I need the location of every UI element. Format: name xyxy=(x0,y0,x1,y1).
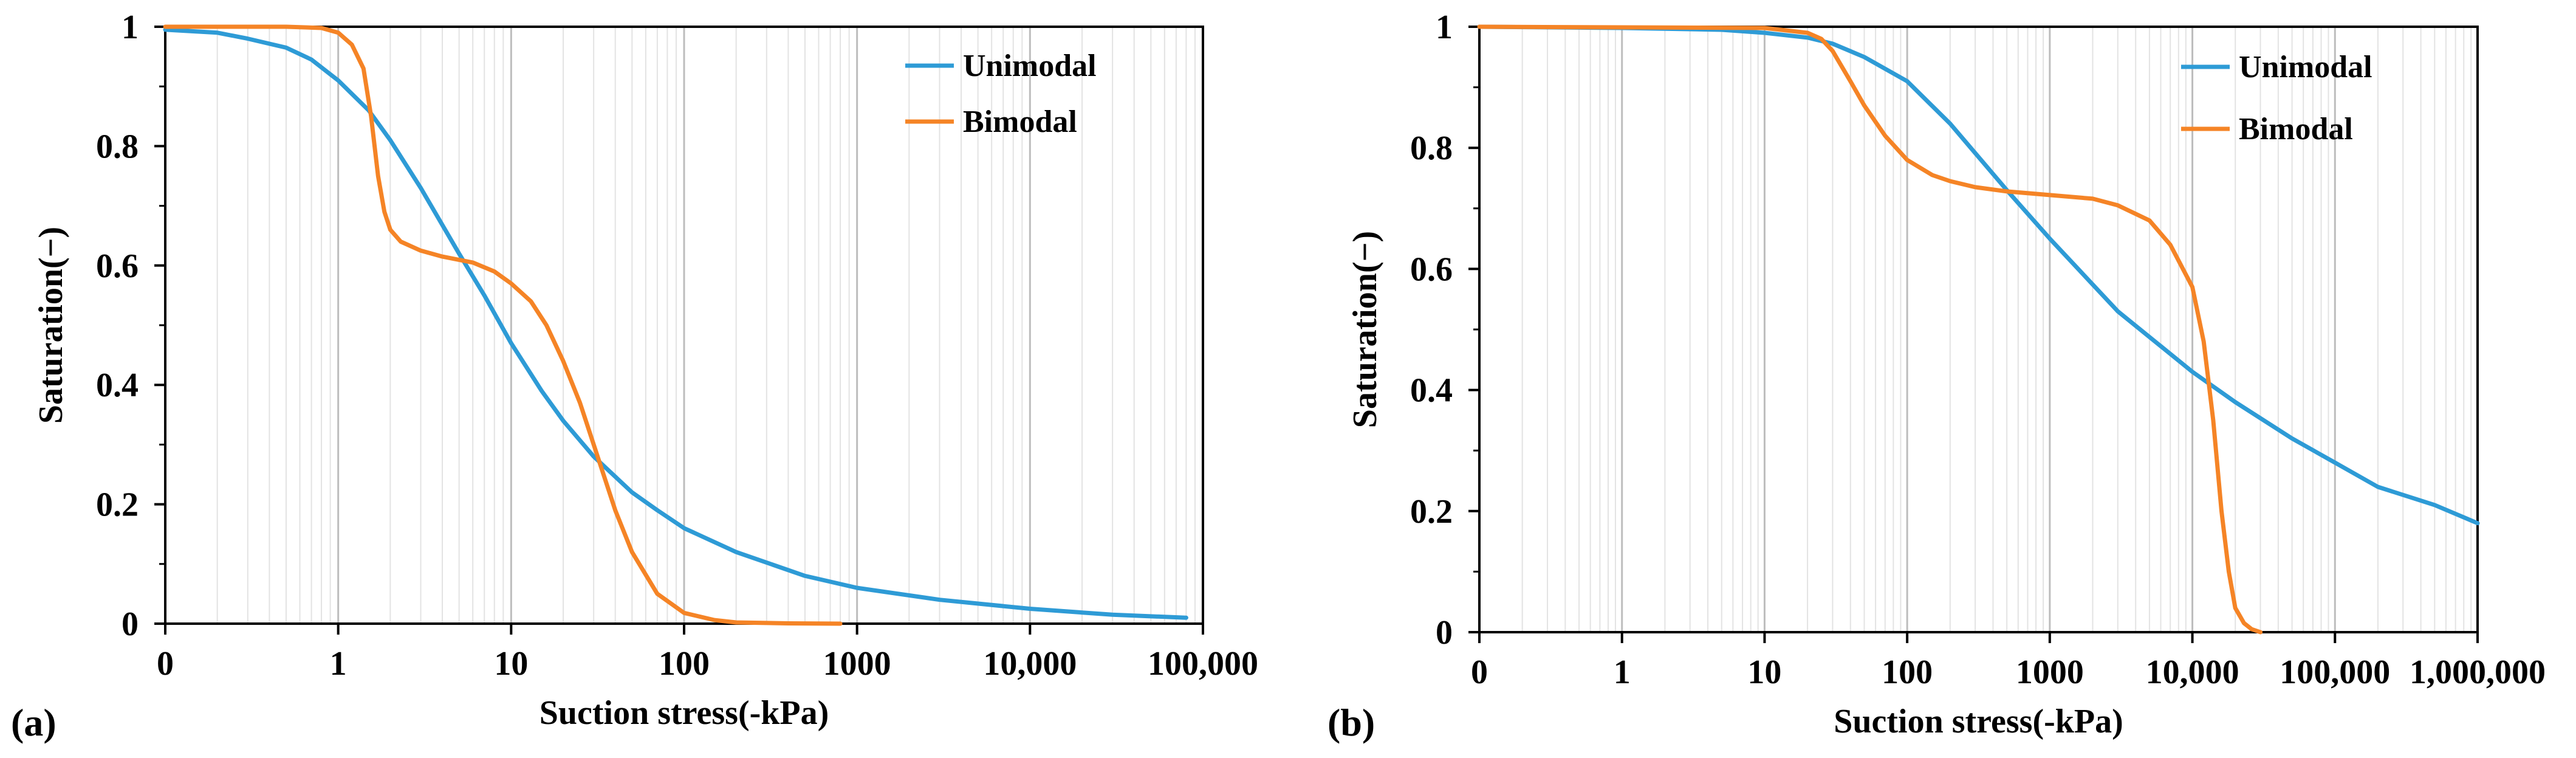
legend-label-unimodal-b: Unimodal xyxy=(2239,50,2372,84)
legend-b: Unimodal Bimodal xyxy=(2181,50,2372,146)
axis-ticks-a xyxy=(154,26,1204,635)
x-tick-labels-a: 0 1 10 100 1000 10,000 100,000 xyxy=(157,645,1258,683)
axis-ticks-b xyxy=(1468,26,2479,643)
x-tick-label: 1 xyxy=(330,645,347,683)
legend-a: Unimodal Bimodal xyxy=(905,49,1097,139)
x-axis-title-a: Suction stress(-kPa) xyxy=(540,694,829,732)
y-tick-label: 0.6 xyxy=(1410,250,1453,288)
x-axis-title-b: Suction stress(-kPa) xyxy=(1834,703,2123,740)
x-tick-label: 1000 xyxy=(823,645,891,683)
y-tick-label: 0 xyxy=(122,605,139,643)
legend-label-unimodal-a: Unimodal xyxy=(963,49,1097,83)
y-axis-title-b: Saturation(−) xyxy=(1346,231,1384,428)
y-tick-labels-a: 0 0.2 0.4 0.6 0.8 1 xyxy=(96,9,139,643)
x-tick-label: 0 xyxy=(1471,653,1488,691)
panel-label-b: (b) xyxy=(1327,701,1375,744)
y-tick-label: 0.6 xyxy=(96,247,139,285)
y-tick-label: 0.4 xyxy=(1410,372,1453,410)
x-tick-label: 100 xyxy=(1882,653,1933,691)
series-lines-a xyxy=(163,24,1188,626)
x-tick-label: 1,000,000 xyxy=(2410,653,2546,691)
x-tick-label: 1 xyxy=(1614,653,1631,691)
series-line-bimodal xyxy=(1477,24,2263,635)
x-tick-label: 0 xyxy=(157,645,174,683)
x-tick-label: 100 xyxy=(659,645,710,683)
x-tick-label: 10 xyxy=(1747,653,1781,691)
x-tick-label: 100,000 xyxy=(1148,645,1258,683)
x-tick-label: 10,000 xyxy=(2146,653,2239,691)
y-tick-label: 0.8 xyxy=(96,128,139,165)
y-tick-label: 0.8 xyxy=(1410,129,1453,167)
series-line-bimodal xyxy=(163,24,843,626)
x-tick-label: 100,000 xyxy=(2280,653,2390,691)
y-tick-label: 0 xyxy=(1436,614,1453,652)
x-tick-labels-b: 0 1 10 100 1000 10,000 100,000 1,000,000 xyxy=(1471,653,2546,691)
y-tick-label: 0.2 xyxy=(96,486,139,524)
x-tick-label: 10,000 xyxy=(983,645,1077,683)
y-tick-label: 0.2 xyxy=(1410,493,1453,531)
chart-panel-b: 0 1 10 100 1000 10,000 100,000 1,000,000 0 0.2 0.… xyxy=(1327,9,2546,744)
series-line-unimodal xyxy=(163,27,1188,620)
y-tick-label: 1 xyxy=(122,9,139,46)
y-tick-labels-b: 0 0.2 0.4 0.6 0.8 1 xyxy=(1410,9,1453,652)
legend-label-bimodal-b: Bimodal xyxy=(2239,112,2353,146)
x-tick-label: 10 xyxy=(494,645,528,683)
y-tick-label: 1 xyxy=(1436,9,1453,46)
chart-panel-a: 0 1 10 100 1000 10,000 100,000 00.20.40.60.81 … xyxy=(11,9,1258,744)
x-tick-label: 1000 xyxy=(2016,653,2084,691)
gridlines-b xyxy=(1521,27,2472,632)
panel-label-a: (a) xyxy=(11,701,57,744)
gridlines-a xyxy=(216,27,1196,624)
y-tick-label: 0.4 xyxy=(96,367,139,404)
series-lines-b xyxy=(1477,24,2480,635)
legend-label-bimodal-a: Bimodal xyxy=(963,105,1077,139)
y-axis-title-a: Saturation(−) xyxy=(32,227,70,424)
